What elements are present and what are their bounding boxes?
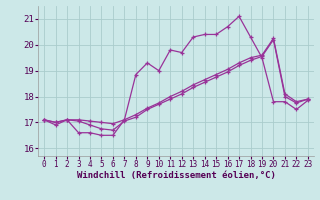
X-axis label: Windchill (Refroidissement éolien,°C): Windchill (Refroidissement éolien,°C) [76,171,276,180]
